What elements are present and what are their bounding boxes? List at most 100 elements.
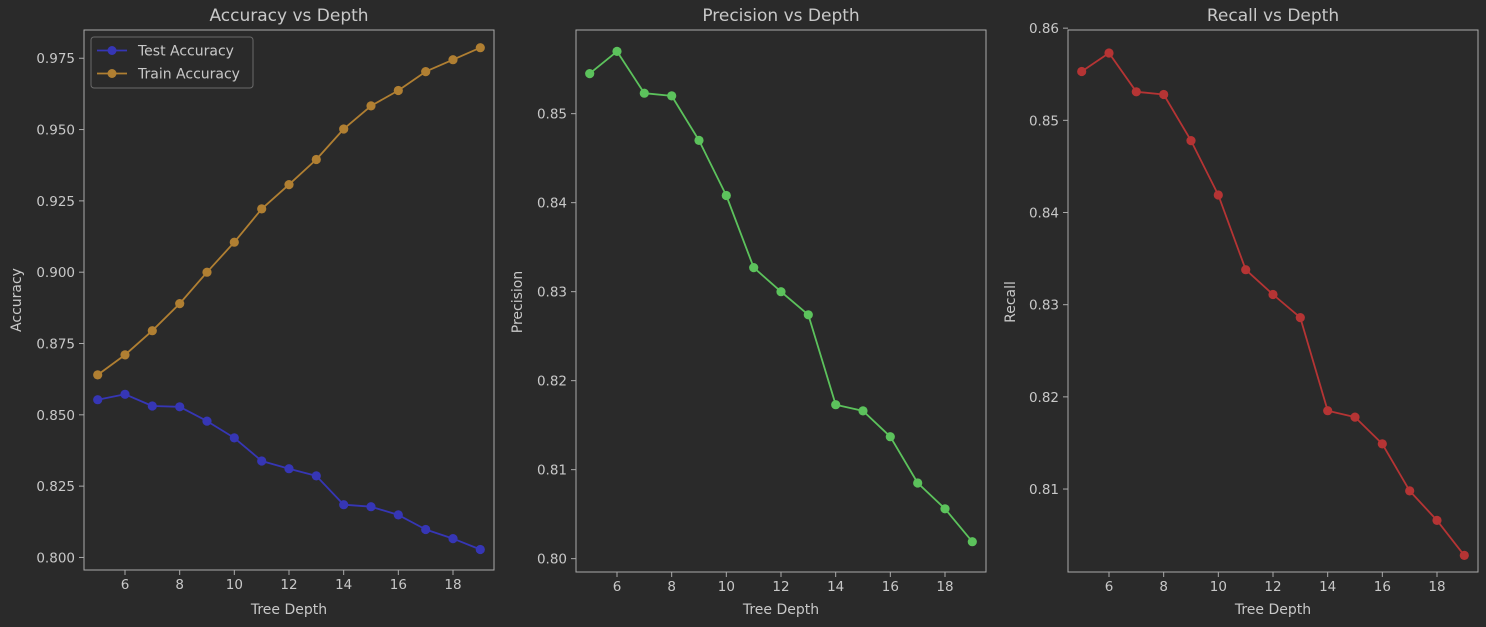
recall-chart-title: Recall vs Depth — [1207, 6, 1339, 26]
accuracy-y-axis-label: Accuracy — [9, 268, 25, 332]
accuracy-y-tick-label: 0.900 — [36, 265, 75, 281]
train-accuracy-point — [147, 326, 157, 336]
recall-point — [1377, 439, 1387, 449]
recall-y-axis-label: Recall — [1003, 281, 1019, 323]
accuracy-series-layer — [93, 43, 485, 555]
test-accuracy-point — [147, 401, 157, 411]
accuracy-y-tick-label: 0.950 — [36, 123, 75, 139]
precision-point — [667, 91, 677, 101]
legend-label-test-accuracy: Test Accuracy — [137, 44, 234, 60]
recall-y-tick-label: 0.82 — [1029, 390, 1059, 406]
recall-x-tick-label: 16 — [1374, 579, 1391, 595]
accuracy-x-tick-label: 14 — [335, 577, 352, 593]
recall-point — [1104, 48, 1114, 58]
recall-y-tick-label: 0.86 — [1029, 21, 1059, 37]
precision-x-tick-label: 8 — [667, 579, 676, 595]
train-accuracy-point — [257, 204, 267, 214]
test-accuracy-point — [257, 456, 267, 466]
legend-box — [90, 36, 254, 89]
recall-point — [1213, 190, 1223, 200]
legend-marker-train-accuracy — [107, 69, 117, 78]
recall-x-axis-label: Tree Depth — [1234, 602, 1311, 618]
train-accuracy-point — [366, 101, 376, 111]
recall-x-tick-label: 18 — [1428, 579, 1445, 595]
accuracy-y-tick-label: 0.975 — [36, 51, 75, 67]
accuracy-chart-title: Accuracy vs Depth — [209, 6, 368, 26]
precision-point — [694, 135, 704, 145]
precision-x-tick-label: 18 — [936, 579, 953, 595]
precision-y-tick-label: 0.81 — [537, 463, 567, 479]
test-accuracy-point — [475, 544, 485, 555]
recall-x-tick-label: 10 — [1210, 579, 1227, 595]
precision-x-tick-label: 14 — [827, 579, 844, 595]
precision-y-tick-label: 0.85 — [537, 107, 567, 123]
train-accuracy-point — [93, 370, 103, 380]
recall-point — [1268, 289, 1278, 300]
recall-point — [1350, 412, 1360, 422]
accuracy-x-axis-label: Tree Depth — [250, 602, 327, 618]
precision-point — [721, 190, 731, 201]
recall-point — [1241, 265, 1251, 275]
recall-y-tick-label: 0.84 — [1029, 206, 1059, 222]
train-accuracy-point — [120, 350, 130, 360]
precision-point — [776, 287, 786, 297]
precision-x-tick-label: 16 — [882, 579, 899, 595]
legend-label-train-accuracy: Train Accuracy — [137, 67, 240, 83]
test-accuracy-point — [421, 524, 431, 535]
recall-ticks: 6 8 10 12 14 16 18 0.81 0.82 0.83 0.84 0.85 0.86 — [1029, 21, 1446, 595]
precision-point — [858, 406, 868, 416]
test-accuracy-point — [202, 416, 212, 426]
precision-point — [940, 504, 950, 514]
recall-x-tick-label: 6 — [1105, 579, 1114, 595]
precision-x-tick-label: 6 — [613, 579, 622, 595]
accuracy-x-tick-label: 16 — [390, 577, 407, 593]
precision-point — [803, 310, 813, 320]
recall-point — [1432, 515, 1442, 526]
accuracy-subplot: Accuracy vs Depth Tree Depth Accuracy 6 8… — [9, 6, 495, 618]
accuracy-x-tick-label: 6 — [121, 577, 130, 593]
precision-chart-title: Precision vs Depth — [702, 6, 859, 26]
recall-point — [1459, 550, 1469, 561]
recall-point — [1159, 89, 1169, 100]
test-accuracy-point — [120, 389, 130, 399]
precision-point — [585, 69, 595, 79]
precision-point — [913, 478, 923, 488]
precision-y-tick-label: 0.82 — [537, 374, 567, 390]
train-accuracy-point — [175, 299, 185, 309]
recall-y-tick-label: 0.85 — [1029, 113, 1059, 129]
test-accuracy-point — [93, 395, 103, 405]
precision-x-tick-label: 10 — [718, 579, 735, 595]
test-accuracy-point — [311, 471, 321, 481]
legend-marker-test-accuracy — [107, 46, 117, 55]
precision-subplot: Precision vs Depth Tree Depth Precision … — [510, 6, 987, 618]
train-accuracy-point — [311, 154, 321, 165]
precision-y-axis-label: Precision — [510, 271, 526, 333]
test-accuracy-point — [339, 500, 349, 510]
precision-point — [749, 263, 759, 273]
accuracy-y-tick-label: 0.850 — [36, 408, 75, 424]
recall-y-tick-label: 0.83 — [1029, 298, 1059, 314]
recall-series-layer — [1077, 48, 1469, 561]
accuracy-y-tick-label: 0.925 — [36, 194, 75, 210]
train-accuracy-point — [229, 237, 239, 247]
test-accuracy-point — [284, 464, 294, 474]
precision-point — [885, 432, 895, 442]
recall-point — [1323, 406, 1333, 416]
recall-x-tick-label: 12 — [1264, 579, 1281, 595]
accuracy-ticks: 6 8 10 12 14 16 18 0.800 0.825 0.850 0.875 0.900 0.9… — [36, 51, 461, 593]
train-accuracy-point — [339, 124, 349, 134]
precision-point — [831, 400, 841, 410]
test-accuracy-point — [448, 534, 458, 544]
recall-x-tick-label: 8 — [1159, 579, 1168, 595]
test-accuracy-point — [175, 402, 185, 412]
recall-y-tick-label: 0.81 — [1029, 482, 1059, 498]
recall-x-tick-label: 14 — [1319, 579, 1336, 595]
recall-point — [1131, 87, 1141, 97]
accuracy-x-tick-label: 18 — [444, 577, 461, 593]
train-accuracy-point — [393, 85, 403, 96]
accuracy-y-tick-label: 0.800 — [36, 550, 75, 566]
precision-point — [967, 537, 977, 547]
train-accuracy-point — [448, 55, 458, 65]
